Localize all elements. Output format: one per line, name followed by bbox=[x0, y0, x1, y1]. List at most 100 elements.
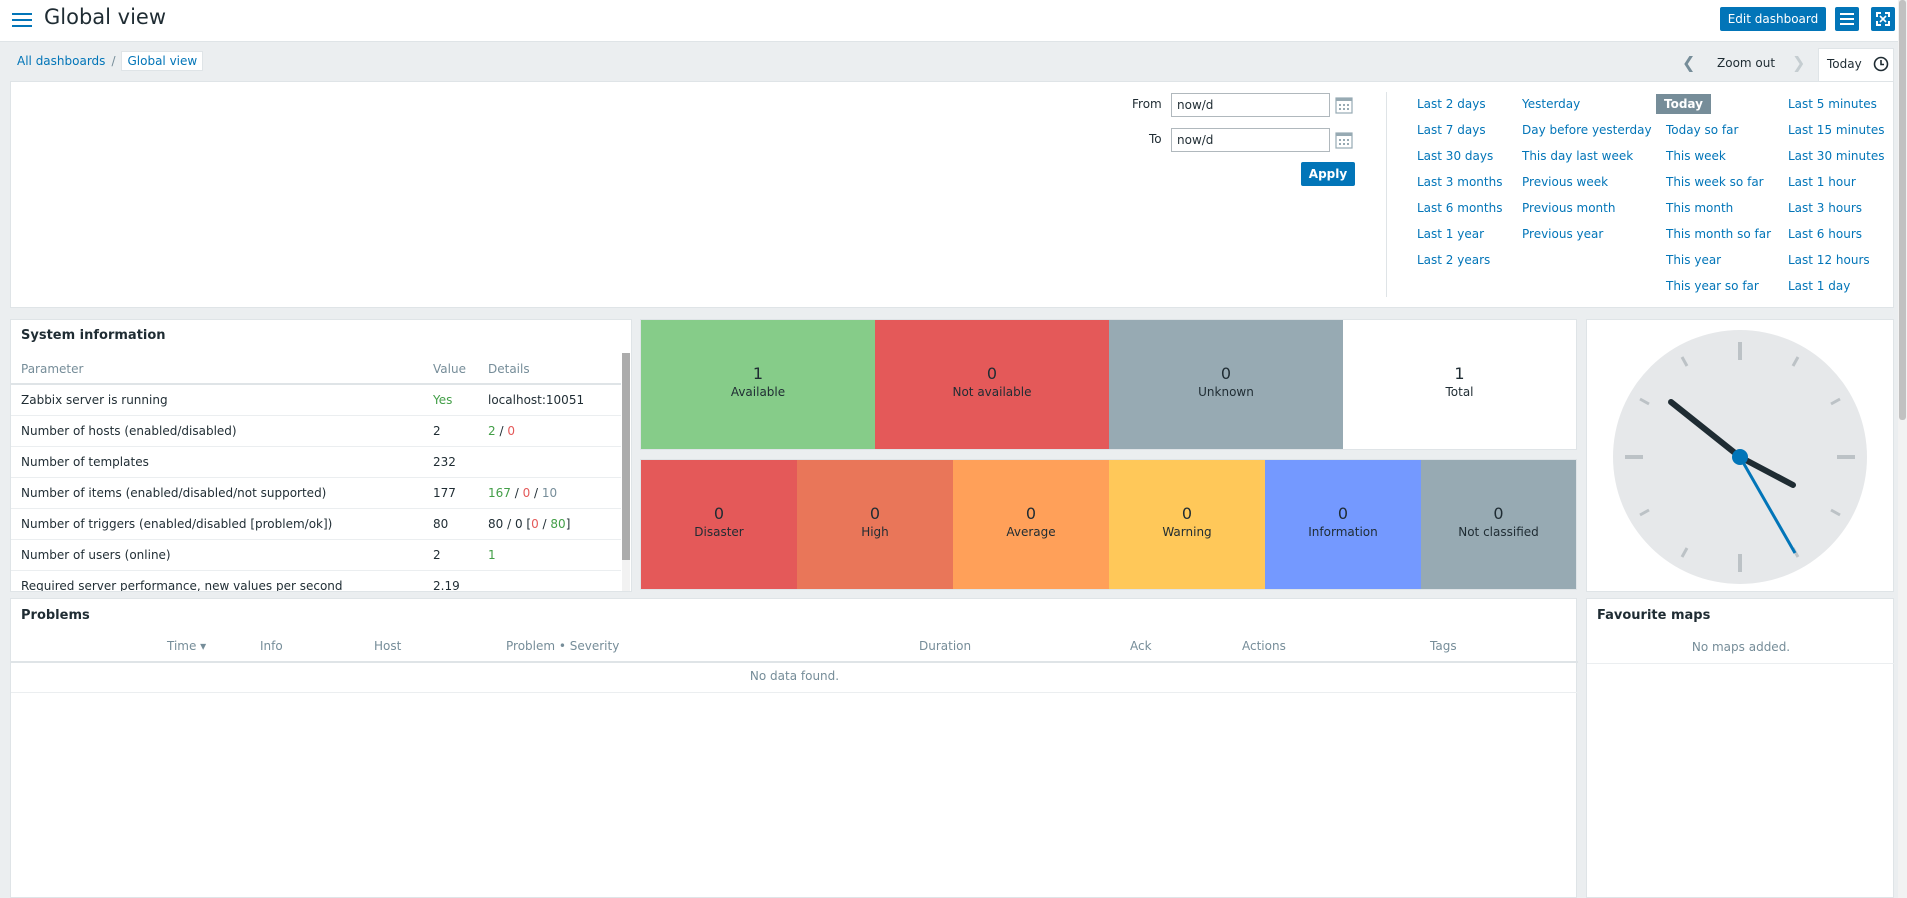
quick-range-link[interactable]: Last 2 years bbox=[1417, 253, 1491, 267]
column-header: Details bbox=[478, 355, 621, 385]
quick-range-link[interactable]: Last 6 months bbox=[1417, 201, 1503, 215]
kiosk-mode-button[interactable] bbox=[1871, 7, 1895, 31]
analog-clock-icon bbox=[1613, 330, 1867, 584]
quick-range-link[interactable]: Last 6 hours bbox=[1788, 227, 1862, 241]
quick-range-link[interactable]: This day last week bbox=[1522, 149, 1634, 163]
host-availability-not-available[interactable]: 0 Not available bbox=[875, 320, 1109, 449]
system-information-table: Parameter Value Details Zabbix server is… bbox=[11, 355, 621, 591]
quick-range-link[interactable]: This year so far bbox=[1666, 279, 1759, 293]
scrollbar-thumb[interactable] bbox=[622, 353, 630, 560]
table-row: Required server performance, new values … bbox=[11, 570, 621, 591]
widget-title: System information bbox=[21, 328, 166, 343]
empty-message: No maps added. bbox=[1691, 640, 1791, 654]
breadcrumb-separator: / bbox=[111, 54, 116, 68]
quick-range-link[interactable]: Today so far bbox=[1666, 123, 1739, 137]
chevron-right-icon[interactable]: ❯ bbox=[1792, 53, 1806, 72]
table-row: Number of hosts (enabled/disabled) 2 2 /… bbox=[11, 415, 621, 447]
divider bbox=[11, 692, 1578, 693]
column-header-host: Host bbox=[374, 639, 402, 653]
quick-range-active[interactable]: Today bbox=[1656, 94, 1711, 114]
dashboard-menu-button[interactable] bbox=[1835, 7, 1859, 31]
details-cell: 80 / 0 [0 / 80] bbox=[478, 508, 621, 540]
problems-widget: Problems Time ▾ Info Host Problem • Seve… bbox=[10, 598, 1578, 898]
severity-high[interactable]: 0 High bbox=[797, 460, 953, 589]
table-row: Number of templates 232 bbox=[11, 446, 621, 478]
apply-button[interactable]: Apply bbox=[1301, 162, 1355, 186]
host-availability-widget: 1 Available 0 Not available 0 Unknown 1 Tota… bbox=[640, 319, 1577, 450]
to-label: To bbox=[1149, 132, 1162, 146]
quick-range-link[interactable]: Last 2 days bbox=[1417, 97, 1486, 111]
quick-range-link[interactable]: Previous year bbox=[1522, 227, 1604, 241]
calendar-icon[interactable] bbox=[1335, 96, 1353, 114]
host-availability-unknown[interactable]: 0 Unknown bbox=[1109, 320, 1343, 449]
host-availability-total[interactable]: 1 Total bbox=[1343, 320, 1576, 449]
details-cell: 2 / 0 bbox=[478, 415, 621, 447]
chevron-left-icon[interactable]: ❮ bbox=[1682, 53, 1696, 72]
host-availability-available[interactable]: 1 Available bbox=[641, 320, 875, 449]
param-cell: Required server performance, new values … bbox=[11, 570, 423, 591]
clock-widget bbox=[1586, 319, 1894, 592]
calendar-icon[interactable] bbox=[1335, 131, 1353, 149]
details-cell: localhost:10051 bbox=[478, 384, 621, 416]
value-cell: 2 bbox=[423, 539, 478, 571]
severity-information[interactable]: 0 Information bbox=[1265, 460, 1421, 589]
breadcrumb-current[interactable]: Global view bbox=[121, 51, 204, 71]
param-cell: Number of triggers (enabled/disabled [pr… bbox=[11, 508, 423, 540]
favourite-maps-widget: Favourite maps No maps added. bbox=[1586, 598, 1895, 898]
quick-range-link[interactable]: Last 7 days bbox=[1417, 123, 1486, 137]
divider bbox=[11, 661, 1578, 663]
time-filter-panel: From To Apply Last 2 days Last 7 days La… bbox=[10, 81, 1894, 308]
severity-not-classified[interactable]: 0 Not classified bbox=[1421, 460, 1576, 589]
quick-range-link[interactable]: Day before yesterday bbox=[1522, 123, 1652, 137]
page-scrollbar-track[interactable] bbox=[1898, 0, 1907, 898]
zoom-out-button[interactable]: Zoom out bbox=[1717, 56, 1776, 70]
quick-range-link[interactable]: Previous week bbox=[1522, 175, 1609, 189]
page-scrollbar-thumb[interactable] bbox=[1899, 0, 1906, 420]
column-header-time[interactable]: Time ▾ bbox=[167, 639, 207, 653]
quick-range-link[interactable]: Last 3 hours bbox=[1788, 201, 1862, 215]
from-label: From bbox=[1132, 97, 1162, 111]
time-tab-label: Today bbox=[1827, 57, 1862, 71]
value-cell: Yes bbox=[423, 384, 478, 416]
quick-range-link[interactable]: Last 15 minutes bbox=[1788, 123, 1885, 137]
details-cell bbox=[478, 446, 621, 478]
column-header: Value bbox=[423, 355, 478, 385]
quick-range-link[interactable]: Yesterday bbox=[1522, 97, 1581, 111]
divider bbox=[1386, 92, 1387, 297]
param-cell: Number of users (online) bbox=[11, 539, 423, 571]
severity-warning[interactable]: 0 Warning bbox=[1109, 460, 1265, 589]
quick-range-link[interactable]: This year bbox=[1666, 253, 1722, 267]
column-header-duration: Duration bbox=[919, 639, 972, 653]
problems-by-severity-widget: 0 Disaster 0 High 0 Average 0 Warning 0 Infor… bbox=[640, 459, 1577, 590]
quick-range-link[interactable]: Last 1 year bbox=[1417, 227, 1485, 241]
value-cell: 80 bbox=[423, 508, 478, 540]
severity-average[interactable]: 0 Average bbox=[953, 460, 1109, 589]
quick-range-link[interactable]: Last 3 months bbox=[1417, 175, 1503, 189]
details-cell: 167 / 0 / 10 bbox=[478, 477, 621, 509]
breadcrumb-all-dashboards[interactable]: All dashboards bbox=[17, 54, 106, 68]
quick-range-link[interactable]: Last 30 days bbox=[1417, 149, 1494, 163]
page-title: Global view bbox=[44, 5, 167, 29]
quick-range-link[interactable]: Last 30 minutes bbox=[1788, 149, 1885, 163]
severity-disaster[interactable]: 0 Disaster bbox=[641, 460, 797, 589]
to-input[interactable] bbox=[1171, 128, 1330, 152]
breadcrumb: All dashboards / Global view bbox=[17, 51, 204, 71]
param-cell: Number of templates bbox=[11, 446, 423, 478]
quick-range-link[interactable]: Previous month bbox=[1522, 201, 1616, 215]
quick-range-link[interactable]: This week so far bbox=[1666, 175, 1764, 189]
hamburger-menu-icon[interactable] bbox=[12, 10, 32, 28]
table-row: Number of triggers (enabled/disabled [pr… bbox=[11, 508, 621, 540]
quick-range-link[interactable]: Last 1 day bbox=[1788, 279, 1851, 293]
details-cell: 1 bbox=[478, 539, 621, 571]
quick-range-link[interactable]: Last 1 hour bbox=[1788, 175, 1856, 189]
from-input[interactable] bbox=[1171, 93, 1330, 117]
divider bbox=[1587, 663, 1895, 664]
table-row: Number of items (enabled/disabled/not su… bbox=[11, 477, 621, 509]
edit-dashboard-button[interactable]: Edit dashboard bbox=[1720, 7, 1826, 31]
quick-range-link[interactable]: This month bbox=[1666, 201, 1734, 215]
time-period-tab[interactable]: Today bbox=[1818, 48, 1894, 82]
quick-range-link[interactable]: Last 12 hours bbox=[1788, 253, 1870, 267]
quick-range-link[interactable]: Last 5 minutes bbox=[1788, 97, 1877, 111]
quick-range-link[interactable]: This week bbox=[1666, 149, 1726, 163]
quick-range-link[interactable]: This month so far bbox=[1666, 227, 1772, 241]
